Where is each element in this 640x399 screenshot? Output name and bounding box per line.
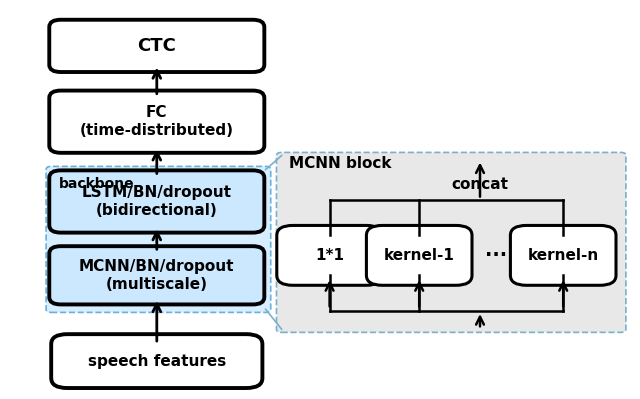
Text: kernel-1: kernel-1: [384, 248, 454, 263]
FancyBboxPatch shape: [49, 91, 264, 153]
Text: CTC: CTC: [138, 37, 176, 55]
FancyBboxPatch shape: [49, 20, 264, 72]
Text: backbone: backbone: [59, 176, 134, 191]
Text: LSTM/BN/dropout
(bidirectional): LSTM/BN/dropout (bidirectional): [82, 185, 232, 218]
Text: FC
(time-distributed): FC (time-distributed): [80, 105, 234, 138]
Text: concat: concat: [451, 176, 509, 192]
FancyBboxPatch shape: [49, 246, 264, 304]
FancyBboxPatch shape: [277, 225, 383, 285]
FancyBboxPatch shape: [46, 166, 271, 312]
FancyBboxPatch shape: [276, 152, 626, 332]
FancyBboxPatch shape: [49, 170, 264, 233]
FancyBboxPatch shape: [51, 334, 262, 388]
Text: speech features: speech features: [88, 354, 226, 369]
Text: ···: ···: [485, 246, 507, 265]
Text: kernel-n: kernel-n: [527, 248, 599, 263]
Text: MCNN/BN/dropout
(multiscale): MCNN/BN/dropout (multiscale): [79, 259, 234, 292]
Text: MCNN block: MCNN block: [289, 156, 392, 171]
FancyBboxPatch shape: [366, 225, 472, 285]
FancyBboxPatch shape: [511, 225, 616, 285]
Text: 1*1: 1*1: [315, 248, 344, 263]
